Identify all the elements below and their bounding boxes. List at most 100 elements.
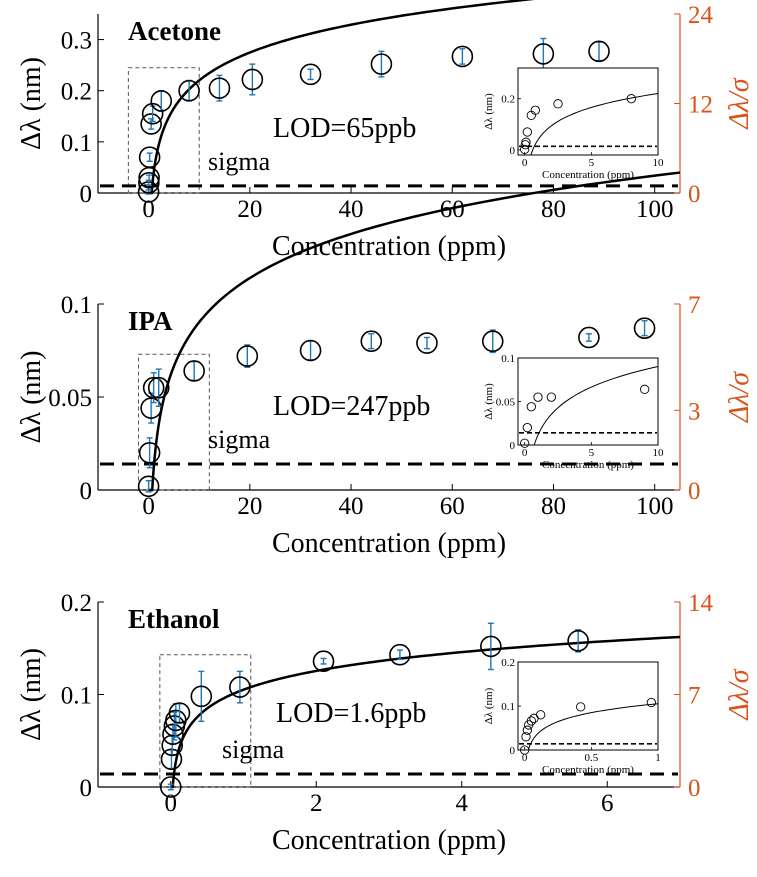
inset-chart: 0 5 10 0 0.05 0.1 Concentration (ppm) Δλ (nm) (483, 353, 664, 471)
inset-data-point (521, 137, 531, 147)
data-point (370, 53, 393, 75)
x-tick-label: 20 (237, 493, 262, 520)
data-point (140, 113, 162, 135)
inset-data-point (646, 697, 656, 708)
y-tick-label: 0.2 (61, 79, 92, 106)
right-y-tick-label: 7 (688, 683, 701, 710)
inset-data-point (533, 392, 543, 402)
inset-y-tick-label: 0.1 (501, 701, 515, 713)
data-point (567, 630, 589, 652)
data-point (138, 171, 160, 194)
inset-data-point (626, 94, 636, 104)
inset-fit-curve (524, 93, 659, 156)
y-tick-label: 0 (80, 478, 93, 505)
inset-y-tick-label: 0.2 (501, 657, 515, 669)
inset-y-axis-label: Δλ (nm) (483, 687, 495, 724)
inset-x-axis-label: Concentration (ppm) (542, 459, 634, 471)
inset-chart: 0 0.5 1 0 0.1 0.2 Concentration (ppm) Δλ (nm) (483, 657, 661, 776)
sigma-label: sigma (208, 425, 271, 454)
inset-x-tick-label: 0 (522, 157, 528, 169)
inset-data-point (553, 99, 563, 109)
inset-y-tick-label: 0 (510, 440, 516, 452)
inset-data-point (522, 127, 532, 137)
data-point (229, 676, 251, 698)
data-point (360, 330, 383, 353)
x-tick-label: 0 (142, 196, 155, 223)
sigma-label: sigma (208, 147, 271, 176)
inset-x-tick-label: 10 (653, 447, 665, 459)
inset-data-point (526, 402, 536, 412)
x-tick-label: 40 (339, 493, 364, 520)
inset-y-tick-label: 0.05 (496, 397, 516, 409)
data-point (236, 345, 259, 367)
fit-curve (170, 635, 681, 789)
data-point (532, 43, 555, 65)
panel-title: Ethanol (128, 604, 220, 634)
data-point (142, 376, 165, 399)
data-point (162, 723, 184, 746)
data-point (299, 63, 322, 86)
data-point (147, 376, 170, 399)
data-point (578, 326, 600, 349)
inset-y-tick-label: 0.2 (501, 94, 515, 106)
data-point (178, 79, 200, 102)
x-tick-label: 40 (339, 196, 364, 223)
y-tick-label: 0.1 (61, 683, 92, 710)
y-axis-label: Δλ (nm) (16, 350, 47, 443)
inset-x-tick-label: 5 (589, 157, 595, 169)
data-point (137, 475, 160, 498)
inset-x-tick-label: 0 (522, 447, 528, 459)
right-y-tick-label: 7 (688, 292, 701, 319)
zoom-box (127, 67, 200, 194)
inset-y-axis-label: Δλ (nm) (483, 383, 495, 420)
x-tick-label: 60 (440, 493, 465, 520)
sigma-label: sigma (222, 735, 285, 764)
inset-chart: 0 5 10 0 0.2 Concentration (ppm) Δλ (nm) (483, 67, 664, 181)
y-tick-label: 0 (80, 775, 93, 802)
data-point (299, 339, 322, 362)
panel-title: IPA (128, 306, 173, 336)
chart-panel-0: 0 20 40 60 80 10000.10.20.301224Concentration… (16, 0, 755, 262)
x-tick-label: 2 (310, 790, 323, 817)
x-tick-label: 0 (165, 790, 178, 817)
right-y-tick-label: 0 (688, 478, 701, 505)
y-tick-label: 0.1 (61, 130, 92, 157)
inset-x-tick-label: 5 (589, 447, 595, 459)
data-point (416, 332, 438, 354)
x-axis-label: Concentration (ppm) (272, 231, 506, 262)
data-point (168, 702, 191, 724)
inset-data-point (522, 422, 532, 433)
data-point (241, 68, 264, 91)
inset-data-point (520, 144, 530, 155)
y-axis-label: Δλ (nm) (16, 648, 47, 741)
data-point (159, 776, 182, 798)
inset-x-axis-label: Concentration (ppm) (542, 169, 634, 181)
inset-data-point (522, 725, 532, 735)
data-point (588, 40, 610, 63)
data-point (190, 685, 213, 708)
data-point (481, 330, 504, 353)
inset-data-point (640, 384, 650, 394)
inset-data-point (530, 105, 540, 115)
data-point (141, 102, 164, 125)
y-tick-label: 0.2 (61, 590, 92, 617)
x-tick-label: 0 (142, 493, 155, 520)
inset-y-tick-label: 0.1 (501, 353, 515, 365)
data-point (633, 317, 656, 339)
data-point (208, 77, 231, 99)
right-y-tick-label: 0 (688, 775, 701, 802)
inset-y-tick-label: 0 (510, 145, 516, 157)
data-point (183, 360, 205, 382)
x-axis-label: Concentration (ppm) (272, 825, 506, 856)
panel-title: Acetone (128, 16, 221, 46)
inset-y-tick-label: 0 (510, 745, 516, 757)
right-y-axis-label: Δλ/σ (724, 668, 755, 720)
right-y-tick-label: 0 (688, 181, 701, 208)
x-tick-label: 80 (541, 196, 566, 223)
y-axis-label: Δλ (nm) (16, 57, 47, 150)
x-tick-label: 100 (636, 493, 674, 520)
inset-data-point (521, 732, 531, 742)
right-y-tick-label: 24 (688, 2, 714, 29)
